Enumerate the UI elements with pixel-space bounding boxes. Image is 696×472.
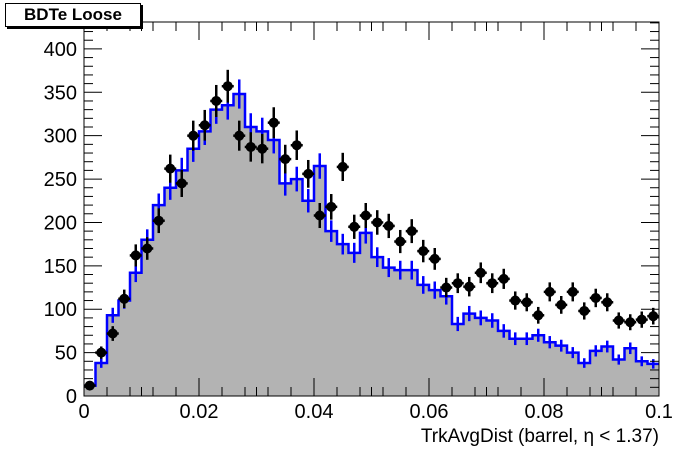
y-tick-label: 50 [55,343,77,365]
data-point [625,317,636,328]
x-tick-label: 0.06 [410,401,449,423]
data-point [199,120,210,131]
data-point [257,143,268,154]
data-point [360,210,371,221]
data-point [119,293,130,304]
data-point [475,267,486,278]
data-point [280,154,291,165]
x-tick-label: 0.02 [180,401,219,423]
data-point [303,168,314,179]
data-point [648,311,659,322]
data-point [314,210,325,221]
y-tick-label: 0 [66,386,77,408]
data-point [291,140,302,151]
data-point [406,226,417,237]
data-point [176,178,187,189]
y-tick-label: 100 [44,299,77,321]
data-point [142,243,153,254]
data-point [234,130,245,141]
y-tick-label: 200 [44,212,77,234]
data-point [130,250,141,261]
x-tick-label: 0.1 [645,401,673,423]
data-point [452,278,463,289]
x-axis-label: TrkAvgDist (barrel, η < 1.37) [421,426,659,447]
data-point [418,246,429,257]
data-point [245,141,256,152]
chart-title: BDTe Loose [5,3,141,27]
data-point [464,281,475,292]
y-tick-label: 350 [44,82,77,104]
data-point [349,221,360,232]
data-point [498,273,509,284]
data-point [153,215,164,226]
data-point [107,328,118,339]
data-point [268,117,279,128]
data-point [590,292,601,303]
y-tick-label: 300 [44,126,77,148]
data-point [395,236,406,247]
y-tick-label: 400 [44,39,77,61]
data-point [441,282,452,293]
x-tick-label: 0 [78,401,89,423]
data-point [84,380,95,391]
data-point [326,201,337,212]
y-tick-label: 150 [44,256,77,278]
data-point [222,81,233,92]
x-tick-label: 0.08 [525,401,564,423]
data-point [602,297,613,308]
data-point [636,314,647,325]
data-point [372,217,383,228]
data-point [487,278,498,289]
data-point [337,161,348,172]
data-point [429,253,440,264]
data-point [383,220,394,231]
data-point [544,286,555,297]
data-point [510,295,521,306]
data-point [613,315,624,326]
data-point [567,286,578,297]
data-point [556,299,567,310]
data-point [188,130,199,141]
data-point [211,95,222,106]
data-point [521,297,532,308]
x-tick-label: 0.04 [295,401,334,423]
data-point [533,310,544,321]
data-point [579,305,590,316]
data-point [165,163,176,174]
y-tick-label: 250 [44,169,77,191]
